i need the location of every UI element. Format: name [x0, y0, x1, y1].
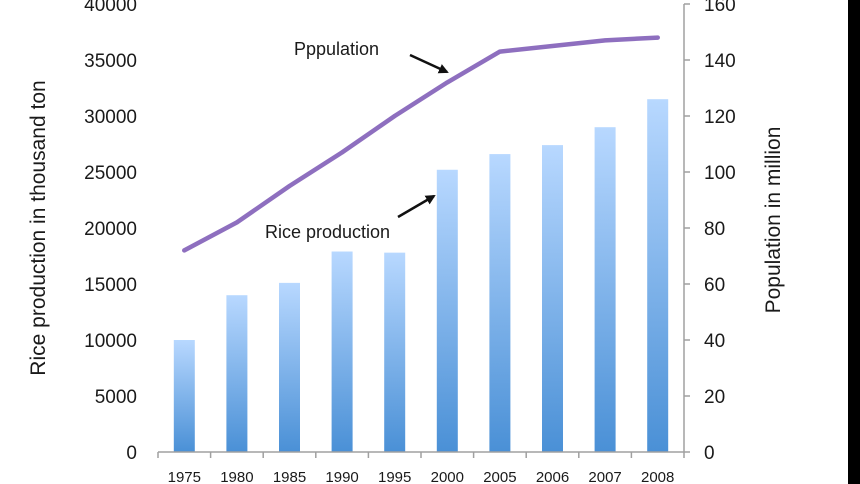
population-point-1995 [392, 114, 397, 118]
population-point-2005 [497, 49, 502, 54]
right-axis-title: Population in million [762, 127, 785, 314]
bar-series [173, 99, 669, 452]
left-axis-title: Rice production in thousand ton [27, 80, 50, 375]
x-tick-label: 1975 [168, 469, 201, 484]
right-tick-label: 20 [704, 387, 725, 408]
bar-1995 [384, 252, 406, 452]
bar-2000 [436, 169, 458, 452]
right-tick-label: 60 [704, 275, 725, 296]
right-tick-label: 120 [704, 107, 736, 128]
bar-2007 [594, 127, 616, 452]
left-axis-ticks: 0 5000 10000 15000 20000 25000 30000 35000 40000 [84, 0, 137, 464]
x-tick-label: 2005 [483, 469, 516, 484]
right-tick-label: 140 [704, 51, 736, 72]
x-tick-label: 1995 [378, 469, 411, 484]
bar-2005 [489, 154, 511, 452]
bar-1990 [331, 251, 353, 452]
left-tick-label: 35000 [84, 51, 137, 72]
x-tick-label: 2008 [641, 469, 674, 484]
bar-1985 [279, 282, 300, 452]
left-tick-label: 10000 [84, 331, 137, 352]
right-tick-label: 40 [704, 331, 725, 352]
population-point-1975 [182, 248, 187, 253]
x-tick-label: 1990 [325, 469, 358, 484]
population-point-1985 [287, 184, 292, 188]
right-tick-label: 80 [704, 219, 725, 240]
right-tick-label: 160 [704, 0, 736, 16]
right-tick-label: 0 [704, 443, 715, 464]
x-tick-label: 2006 [536, 469, 569, 484]
left-tick-label: 20000 [84, 219, 137, 240]
population-point-2008 [655, 35, 660, 40]
x-tick-label: 2000 [431, 469, 464, 484]
left-tick-label: 40000 [84, 0, 137, 16]
bar-2006 [542, 145, 563, 452]
rice-annotation-arrow [397, 194, 436, 219]
left-tick-label: 25000 [84, 163, 137, 184]
bar-1980 [226, 295, 248, 452]
population-annotation: Pppulation [294, 39, 379, 59]
right-tick-label: 100 [704, 163, 736, 184]
rice-annotation: Rice production [265, 222, 390, 242]
population-point-2007 [603, 38, 608, 43]
population-annotation-arrow [409, 53, 449, 74]
x-tick-label: 1985 [273, 469, 306, 484]
line-series [182, 35, 660, 253]
population-line [182, 35, 660, 253]
x-tick-label: 2007 [588, 469, 621, 484]
bar-2008 [647, 99, 669, 452]
right-axis-ticks: 0 20 40 60 80 100 120 140 160 [684, 0, 736, 464]
population-point-1990 [340, 150, 345, 155]
left-tick-label: 30000 [84, 107, 137, 128]
bar-1975 [173, 340, 195, 452]
population-point-2000 [445, 80, 450, 85]
left-tick-label: 5000 [95, 387, 137, 408]
population-point-1980 [234, 220, 239, 225]
x-tick-label: 1980 [220, 469, 253, 484]
left-tick-label: 15000 [84, 275, 137, 296]
x-axis-ticks: 1975 1980 1985 1990 1995 2000 2005 2006 2007 2008 [157, 452, 685, 484]
population-point-2006 [550, 44, 555, 48]
left-tick-label: 0 [126, 443, 137, 464]
